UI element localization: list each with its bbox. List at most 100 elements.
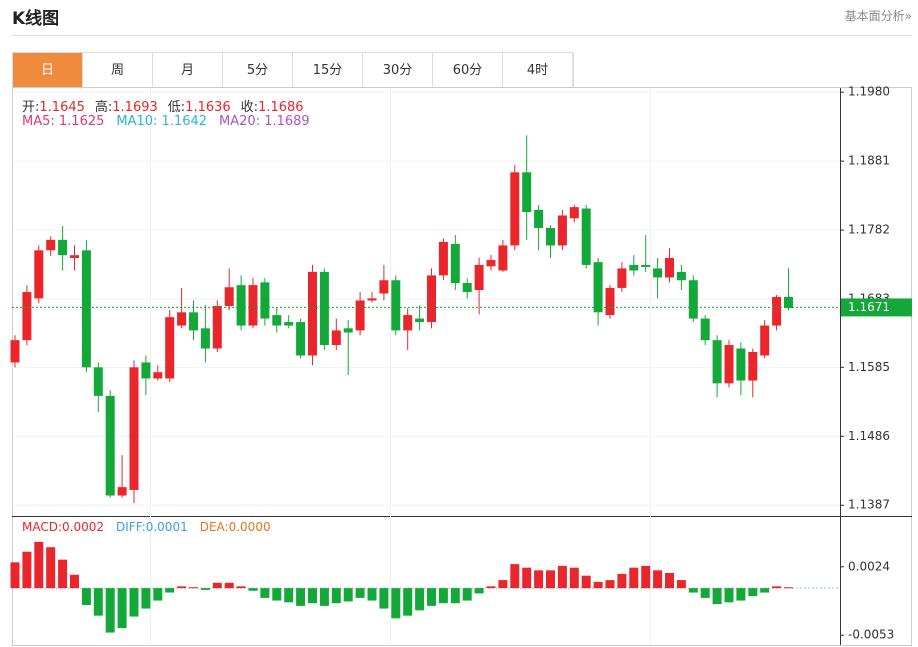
- candle-body: [605, 287, 615, 316]
- macd-bar: [117, 588, 127, 629]
- macd-bar: [546, 570, 555, 589]
- ma-legend: MA5: 1.1625: [22, 114, 105, 129]
- macd-bar: [189, 587, 198, 589]
- fundamental-link[interactable]: 基本面分析»: [844, 9, 912, 23]
- macd-bar: [272, 588, 282, 601]
- candle-body: [331, 330, 341, 346]
- period-tab[interactable]: 月: [153, 53, 223, 88]
- macd-bar: [760, 588, 770, 593]
- macd-bar: [81, 588, 91, 605]
- candle-body: [284, 322, 294, 326]
- macd-label: MACD:: [22, 520, 63, 534]
- candle-body: [736, 348, 746, 381]
- macd-bar: [367, 588, 377, 601]
- candle-body: [105, 395, 115, 496]
- macd-bar: [34, 541, 44, 589]
- y-tick-label: 1.1782: [848, 223, 890, 237]
- macd-bar: [784, 587, 793, 589]
- macd-bar: [224, 582, 234, 589]
- candle-body: [391, 280, 401, 331]
- macd-bar: [177, 586, 187, 589]
- candle-body: [415, 318, 425, 323]
- macd-bar: [165, 588, 175, 593]
- macd-bar: [22, 551, 32, 589]
- macd-bar: [700, 588, 710, 598]
- candle-body: [784, 296, 793, 309]
- macd-bar: [676, 580, 686, 589]
- candle-body: [641, 264, 651, 268]
- macd-bar: [308, 588, 317, 604]
- macd-bar: [355, 588, 365, 598]
- candle-body: [236, 285, 246, 326]
- y-tick-label: 1.1980: [848, 85, 890, 99]
- candle-body: [153, 372, 163, 379]
- macd-bar: [724, 588, 734, 603]
- period-tab[interactable]: 日: [13, 53, 83, 88]
- period-tab[interactable]: 15分: [293, 53, 363, 88]
- candle-body: [46, 239, 56, 251]
- candle-body: [81, 250, 91, 368]
- ohlc-label: 开:: [22, 100, 40, 115]
- macd-bar: [605, 580, 615, 589]
- candle-body: [355, 300, 365, 331]
- last-price-box: [841, 298, 912, 317]
- candle-body: [272, 315, 282, 326]
- period-tab[interactable]: 30分: [363, 53, 433, 88]
- macd-bar: [105, 588, 115, 633]
- candle-body: [403, 315, 413, 331]
- macd-bar: [58, 559, 68, 589]
- macd-bar: [522, 567, 532, 589]
- macd-bar: [296, 588, 306, 606]
- candle-body: [450, 244, 460, 284]
- candle-body: [34, 250, 44, 299]
- macd-bar: [153, 588, 163, 601]
- candle-body: [760, 325, 770, 356]
- period-tab[interactable]: 60分: [433, 53, 503, 88]
- macd-bar: [557, 565, 567, 589]
- macd-bar: [474, 588, 484, 594]
- candle-body: [200, 328, 210, 349]
- macd-bar: [129, 588, 139, 617]
- macd-bar: [629, 567, 639, 589]
- macd-bar: [688, 588, 698, 593]
- candle-body: [724, 345, 734, 384]
- macd-bar: [284, 588, 294, 603]
- macd-bar: [653, 570, 663, 589]
- macd-bar: [391, 588, 401, 619]
- macd-label: DIFF:: [116, 520, 146, 534]
- ohlc-label: 高:: [94, 100, 113, 115]
- macd-bar: [486, 586, 496, 589]
- candle-body: [379, 280, 389, 294]
- macd-bar: [498, 580, 508, 589]
- candle-body: [260, 282, 270, 319]
- candle-body: [224, 287, 234, 307]
- period-tab[interactable]: 5分: [223, 53, 293, 88]
- macd-bar: [665, 573, 674, 589]
- ohlc-info: 开:1.1645 高:1.1693 低:1.1636 收:1.1686: [22, 96, 314, 115]
- macd-bar: [415, 588, 425, 611]
- macd-bar: [343, 588, 353, 602]
- ohlc-value: 1.1636: [185, 100, 231, 115]
- candle-body: [593, 262, 603, 313]
- macd-bar: [46, 547, 56, 589]
- candle-body: [296, 322, 306, 356]
- candle-body: [141, 362, 151, 379]
- macd-bar: [93, 588, 103, 616]
- macd-bar: [736, 588, 746, 601]
- candle-body: [319, 271, 329, 346]
- y-tick-label: 1.1881: [848, 154, 890, 168]
- candle-body: [177, 312, 187, 326]
- y-tick-label: 1.1387: [848, 498, 890, 512]
- period-tabs: 日周月 5分 15分 30分 60分 4时: [12, 52, 574, 88]
- candle-body: [189, 312, 198, 331]
- candle-body: [248, 285, 258, 326]
- candle-body: [653, 268, 663, 278]
- candle-body: [438, 241, 448, 276]
- macd-bar: [141, 588, 151, 609]
- macd-bar: [462, 588, 472, 601]
- period-tab[interactable]: 周: [83, 53, 153, 88]
- candle-body: [10, 340, 20, 363]
- macd-bar: [593, 581, 603, 589]
- period-tab[interactable]: 4时: [503, 53, 573, 88]
- candle-body: [712, 340, 722, 384]
